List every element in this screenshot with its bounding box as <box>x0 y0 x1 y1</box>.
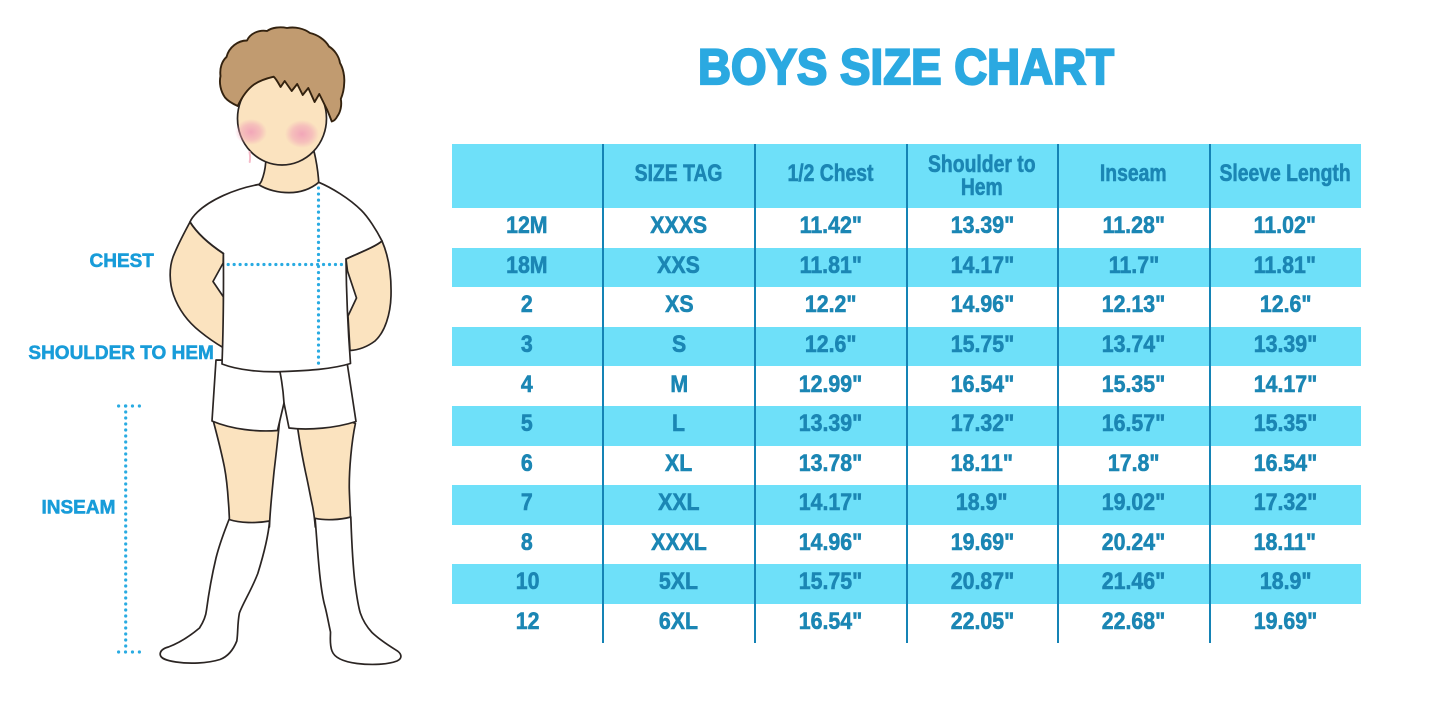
svg-text:SHOULDER TO HEM: SHOULDER TO HEM <box>28 343 213 364</box>
svg-text:INSEAM: INSEAM <box>42 498 116 519</box>
svg-text:CHEST: CHEST <box>90 251 155 272</box>
